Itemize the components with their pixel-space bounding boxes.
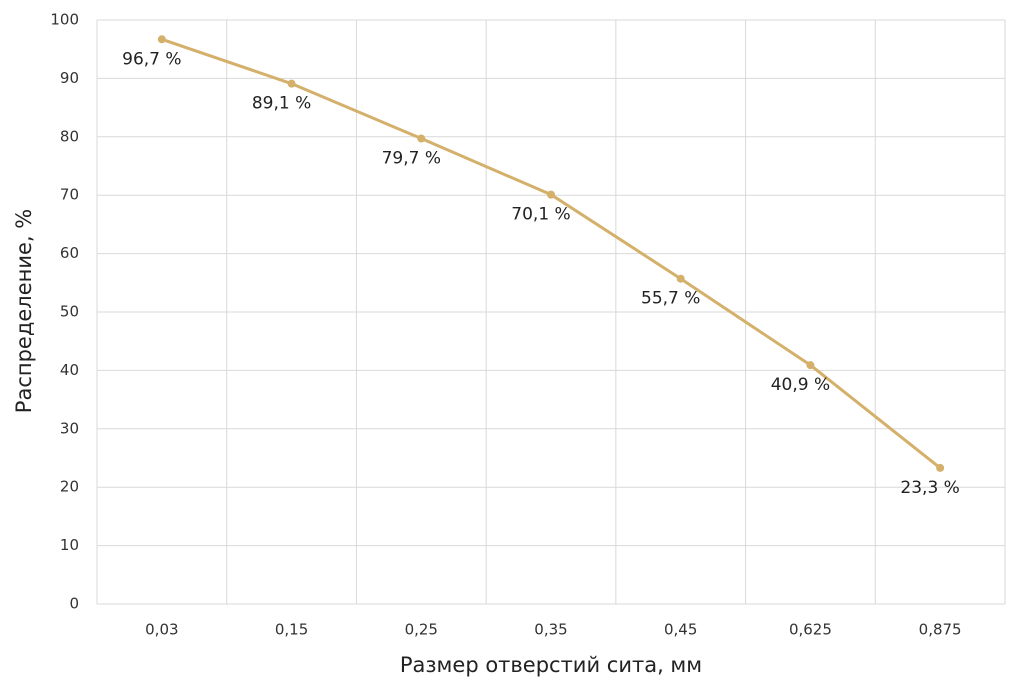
y-tick-label: 30 — [60, 419, 79, 437]
data-label: 89,1 % — [252, 94, 311, 114]
point — [936, 463, 945, 472]
y-tick-label: 10 — [60, 536, 79, 554]
point — [806, 361, 815, 370]
point — [157, 35, 166, 44]
point — [287, 79, 296, 88]
y-axis-title: Распределение, % — [12, 209, 36, 413]
y-tick-label: 60 — [60, 244, 79, 262]
x-tick-label: 0,15 — [275, 621, 308, 639]
y-tick-label: 80 — [60, 127, 79, 145]
x-tick-label: 0,875 — [919, 621, 962, 639]
y-tick-label: 70 — [60, 186, 79, 204]
point — [676, 274, 685, 283]
x-tick-label: 0,35 — [534, 621, 567, 639]
y-tick-label: 40 — [60, 361, 79, 379]
data-label: 79,7 % — [382, 149, 441, 169]
data-label: 70,1 % — [511, 205, 570, 225]
data-label: 40,9 % — [771, 375, 830, 395]
point — [547, 190, 555, 199]
y-tick-label: 20 — [60, 478, 79, 496]
data-label: 23,3 % — [900, 478, 959, 498]
y-tick-label: 0 — [69, 595, 79, 613]
y-tick-label: 100 — [50, 11, 79, 29]
point — [417, 134, 426, 143]
y-tick-label: 90 — [60, 69, 79, 87]
x-tick-label: 0,45 — [664, 621, 697, 639]
x-tick-label: 0,03 — [145, 621, 178, 639]
data-label: 96,7 % — [122, 49, 181, 69]
x-tick-label: 0,25 — [405, 621, 438, 639]
y-tick-label: 50 — [60, 303, 79, 321]
data-label: 55,7 % — [641, 289, 700, 309]
x-axis-title: Размер отверстий сита, мм — [400, 653, 702, 677]
x-tick-label: 0,625 — [789, 621, 832, 639]
